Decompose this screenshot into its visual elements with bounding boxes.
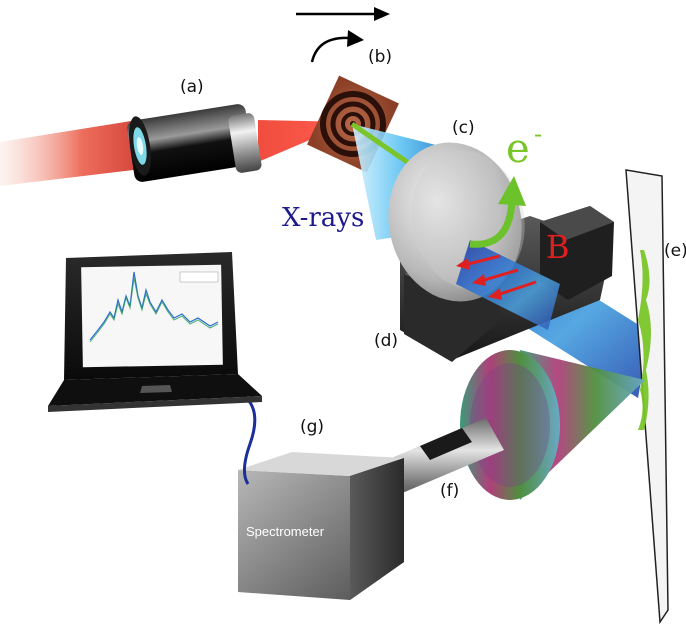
xrays-label: X-rays bbox=[282, 203, 364, 233]
direction-arrow-icon bbox=[296, 7, 390, 21]
spectrometer-box bbox=[238, 452, 404, 600]
spectrometer-label: Spectrometer bbox=[246, 524, 325, 539]
label-e: (e) bbox=[664, 241, 686, 261]
detector-cone bbox=[460, 350, 645, 500]
data-cable bbox=[243, 394, 257, 485]
magnetic-field-arrows-icon bbox=[456, 254, 537, 300]
label-d: (d) bbox=[374, 331, 398, 351]
focusing-optic bbox=[127, 104, 262, 182]
label-g: (g) bbox=[300, 417, 324, 437]
laptop-spectrum-plot bbox=[89, 271, 219, 343]
label-b: (b) bbox=[368, 47, 392, 67]
label-c: (c) bbox=[452, 118, 475, 138]
laser-beam bbox=[0, 118, 150, 186]
svg-text:e: e bbox=[506, 126, 530, 172]
svg-text:-: - bbox=[534, 120, 542, 148]
electron-deflection-arrow-icon bbox=[469, 176, 526, 248]
rotation-arrow-icon bbox=[310, 30, 364, 63]
label-f: (f) bbox=[440, 481, 459, 501]
detector-screen bbox=[625, 169, 669, 625]
label-a: (a) bbox=[180, 77, 204, 97]
beam-through-magnet bbox=[456, 240, 560, 330]
bfield-label: B bbox=[546, 228, 570, 266]
electron-symbol: e - bbox=[506, 120, 542, 172]
laptop bbox=[48, 252, 262, 412]
